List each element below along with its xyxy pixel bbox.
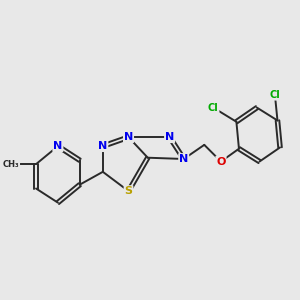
Text: N: N — [98, 141, 107, 151]
Text: Cl: Cl — [208, 103, 219, 112]
Text: N: N — [53, 141, 62, 151]
Text: N: N — [165, 132, 174, 142]
Text: N: N — [179, 154, 188, 164]
Text: CH₃: CH₃ — [3, 160, 20, 169]
Text: O: O — [216, 157, 226, 166]
Text: N: N — [124, 132, 133, 142]
Text: Cl: Cl — [269, 90, 280, 100]
Text: S: S — [124, 186, 133, 196]
